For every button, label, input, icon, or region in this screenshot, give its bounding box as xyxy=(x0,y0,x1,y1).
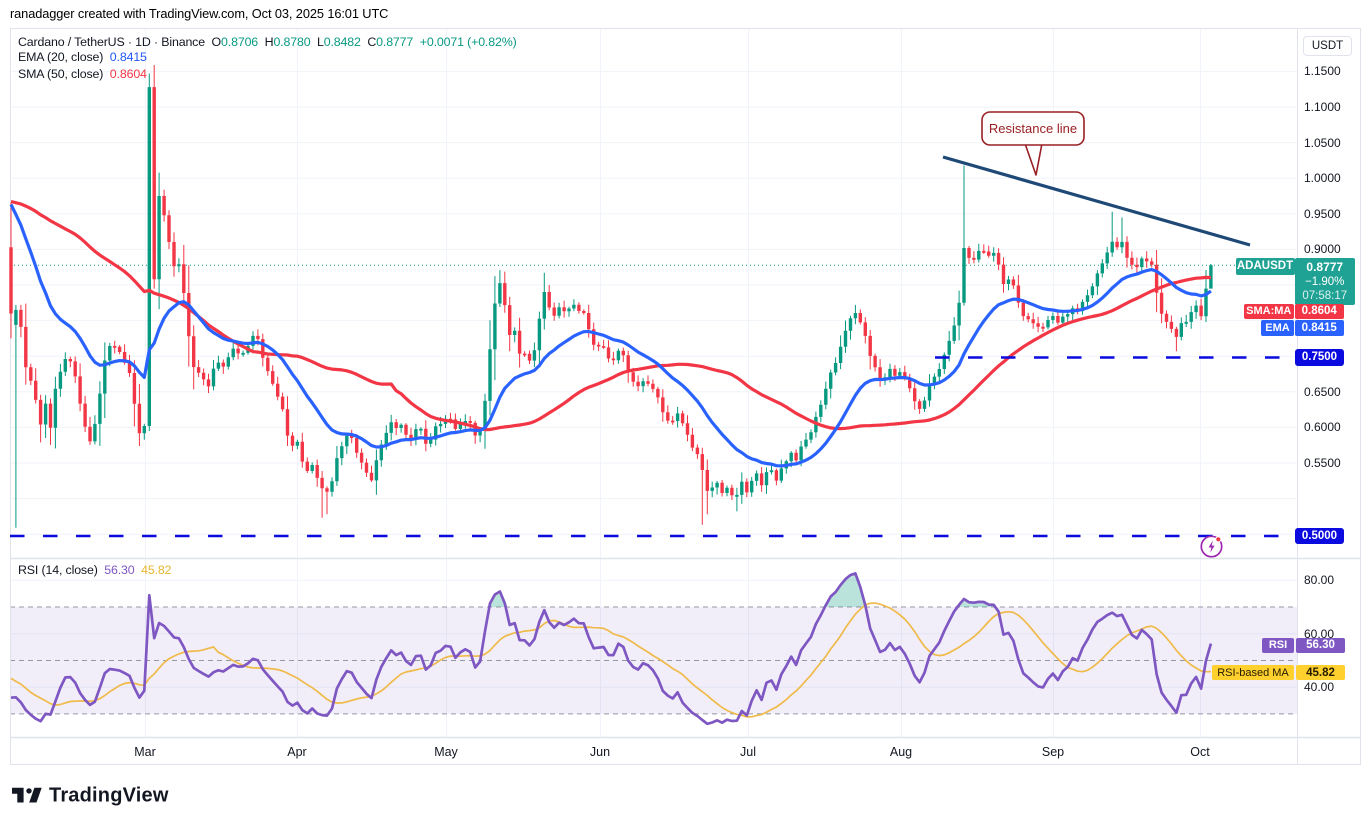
svg-text:TradingView: TradingView xyxy=(49,785,169,807)
svg-text:Resistance line: Resistance line xyxy=(989,121,1077,136)
